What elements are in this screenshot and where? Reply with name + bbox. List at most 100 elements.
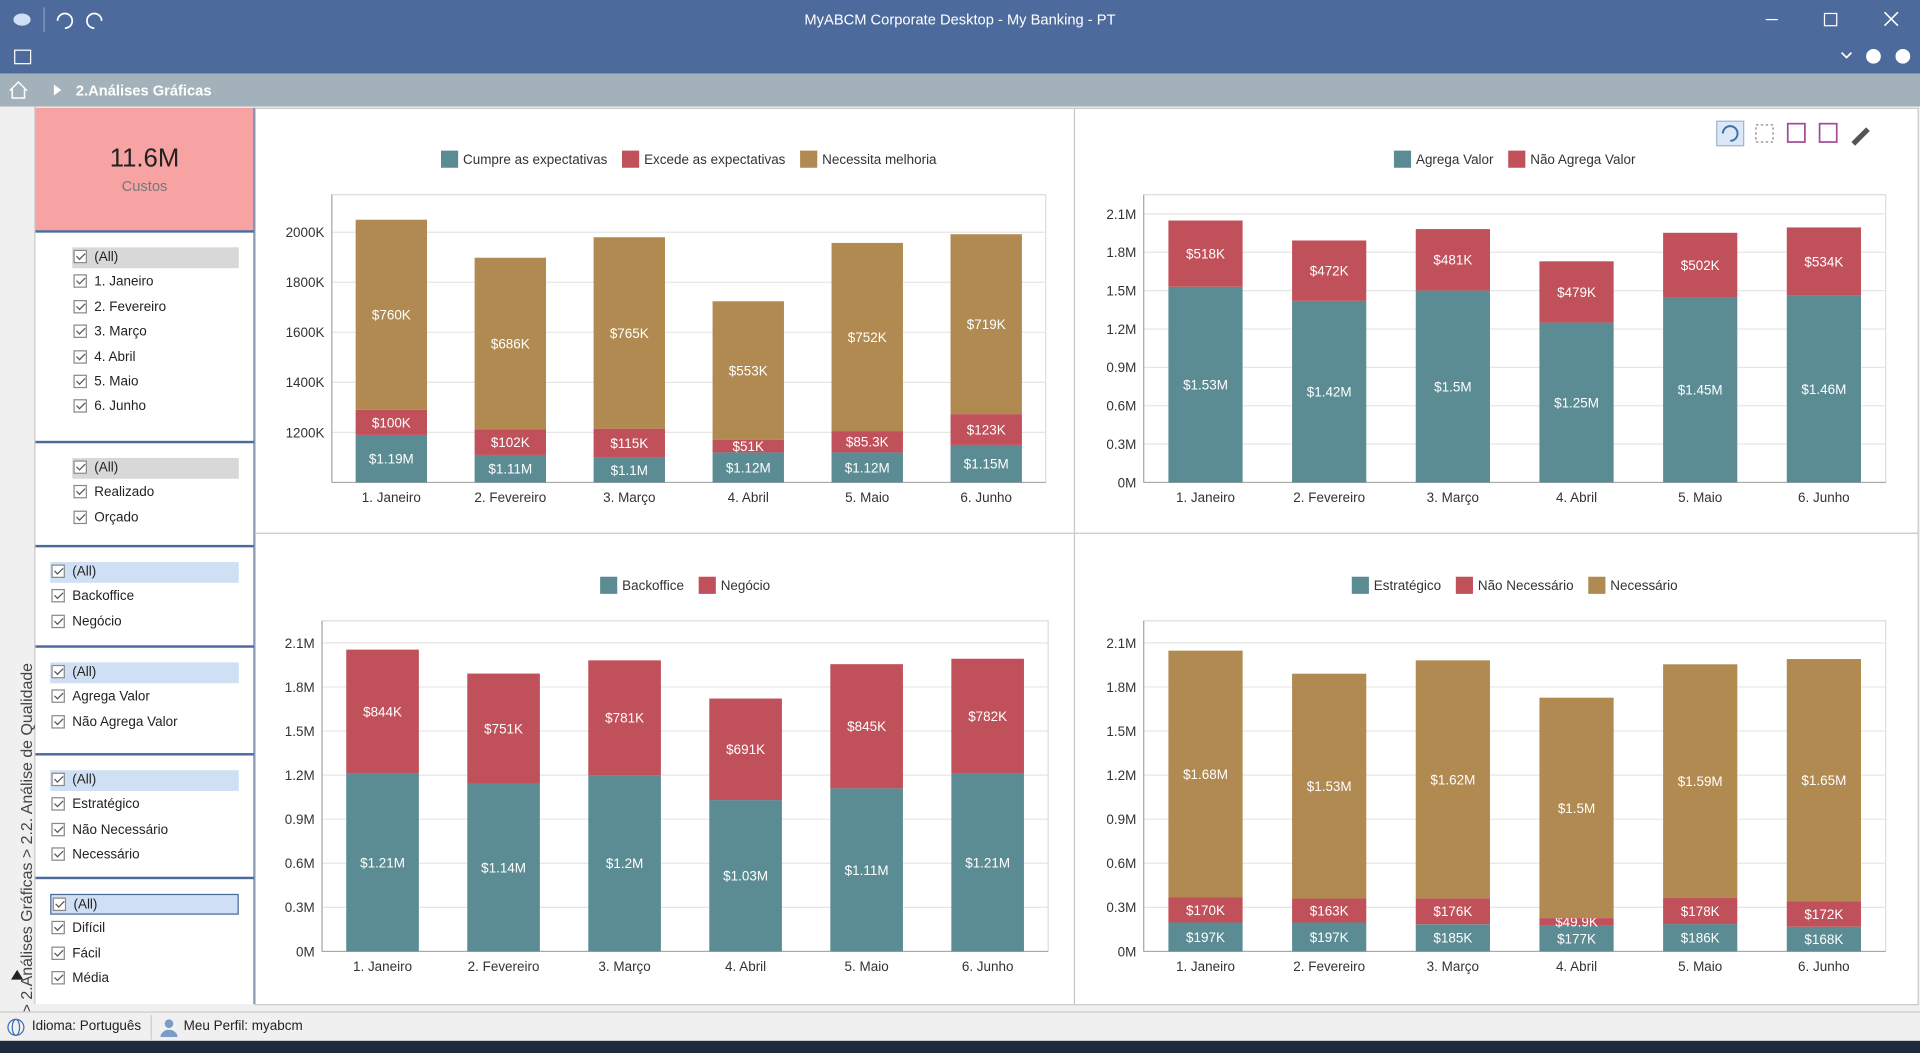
data-label: $115K	[610, 436, 648, 451]
bar-segment	[588, 775, 661, 952]
legend-swatch	[600, 576, 618, 594]
data-label: $168K	[1804, 932, 1843, 947]
filter-item[interactable]: Backoffice	[50, 587, 239, 608]
breadcrumb-icons	[9, 81, 62, 99]
bar-segment	[1663, 297, 1738, 483]
data-label: $163K	[1310, 903, 1349, 918]
bar-segment	[1292, 673, 1367, 899]
filter-item[interactable]: Negócio	[50, 612, 239, 633]
bar-segment	[1168, 286, 1243, 483]
legend-label: Cumpre as expectativas	[463, 152, 608, 167]
data-label: $1.65M	[1801, 773, 1846, 788]
info-button[interactable]	[1866, 48, 1881, 64]
filter-item[interactable]: 1. Janeiro	[72, 272, 239, 293]
language[interactable]: Idioma: Português	[31, 1018, 142, 1034]
x-tick-label: 1. Janeiro	[362, 490, 421, 505]
data-label: $502K	[1681, 258, 1720, 273]
data-label: $1.15M	[964, 457, 1009, 472]
bar-segment	[467, 783, 540, 952]
filter-item[interactable]: 2. Fevereiro	[72, 297, 239, 318]
plot-area	[1143, 194, 1887, 484]
refresh-icon	[1721, 125, 1739, 142]
collapse-button[interactable]	[1841, 52, 1853, 59]
save-as-button[interactable]	[1818, 122, 1838, 143]
expand-arrow[interactable]	[53, 84, 62, 96]
filter-panel: 11.6M Custos (All) 1. Janeiro 2. Fevereiro…	[35, 107, 256, 1005]
undo-button[interactable]	[56, 12, 74, 30]
data-label: $1.03M	[723, 869, 768, 884]
taskbar	[0, 1040, 1920, 1053]
data-label: $1.11M	[488, 462, 532, 477]
filter-item[interactable]: Necessário	[50, 845, 239, 866]
checkbox	[51, 822, 65, 837]
filter-label: Negócio	[72, 614, 122, 630]
data-label: $185K	[1433, 931, 1472, 946]
checkbox	[51, 664, 65, 679]
data-label: $102K	[491, 435, 530, 450]
y-tick-label: 1.2M	[1106, 322, 1136, 337]
legend-swatch	[1455, 576, 1473, 594]
filter-label: 6. Junho	[94, 399, 146, 415]
home-button[interactable]	[9, 81, 28, 99]
help-button[interactable]	[1895, 48, 1911, 64]
x-tick-label: 5. Maio	[845, 959, 889, 974]
filter-item[interactable]: (All)	[72, 457, 239, 479]
data-label: $1.11M	[845, 863, 889, 878]
edit-button[interactable]	[1851, 127, 1870, 146]
filter-item[interactable]: Estratégico	[50, 795, 239, 816]
filter-item[interactable]: Difícil	[50, 919, 239, 940]
legend-swatch	[622, 150, 640, 168]
filter-label: 2. Fevereiro	[94, 299, 167, 315]
filter-item[interactable]: (All)	[50, 662, 239, 684]
filter-item[interactable]: (All)	[72, 247, 239, 269]
refresh-button[interactable]	[1716, 120, 1745, 147]
checkbox	[73, 349, 87, 364]
y-tick-label: 1.5M	[1106, 284, 1136, 299]
checkbox	[73, 399, 87, 414]
filter-item[interactable]: Fácil	[50, 944, 239, 965]
x-tick-label: 3. Março	[1427, 490, 1479, 505]
restore-button[interactable]	[1823, 12, 1838, 27]
filter-item[interactable]: Média	[50, 969, 239, 990]
filter-label: Difícil	[72, 921, 106, 936]
checkbox	[51, 714, 65, 729]
filter-item[interactable]: 3. Março	[72, 322, 239, 343]
y-tick-label: 1.5M	[1106, 724, 1136, 739]
data-label: $765K	[610, 326, 649, 341]
profile[interactable]: Meu Perfil: myabcm	[183, 1018, 303, 1034]
bar-segment	[709, 800, 782, 952]
x-tick-label: 3. Março	[603, 490, 655, 505]
x-tick-label: 4. Abril	[725, 959, 766, 974]
bar-segment	[1292, 898, 1367, 923]
filter-item[interactable]: (All)	[50, 562, 239, 583]
grid-button[interactable]	[1755, 124, 1774, 143]
filter-item[interactable]: 4. Abril	[72, 347, 239, 368]
filter-label: 1. Janeiro	[94, 274, 154, 290]
save-button[interactable]	[1786, 122, 1806, 143]
bar-segment	[951, 773, 1024, 952]
filter-item[interactable]: Agrega Valor	[50, 687, 239, 708]
side-arrow[interactable]	[10, 966, 27, 983]
filter-item[interactable]: 5. Maio	[72, 372, 239, 393]
filter-item[interactable]: Não Agrega Valor	[50, 712, 239, 733]
y-tick-label: 0.9M	[1106, 360, 1136, 375]
filter-label: Backoffice	[72, 589, 135, 605]
data-label: $760K	[372, 308, 411, 323]
bar-segment	[1539, 925, 1614, 952]
filter-item[interactable]: Realizado	[72, 483, 239, 504]
filter-item[interactable]: Não Necessário	[50, 820, 239, 841]
close-button[interactable]	[1883, 11, 1899, 27]
redo-button[interactable]	[86, 12, 103, 30]
filter-item[interactable]: Orçado	[72, 508, 239, 529]
layout-button[interactable]	[14, 49, 32, 65]
bar-segment	[1786, 227, 1861, 296]
filter-item[interactable]: (All)	[50, 893, 239, 915]
data-label: $1.21M	[965, 855, 1010, 870]
filter-item[interactable]: (All)	[50, 770, 239, 792]
filter-item[interactable]: 6. Junho	[72, 397, 239, 418]
data-label: $1.68M	[1183, 767, 1228, 782]
data-label: $518K	[1186, 247, 1225, 262]
bar-segment	[831, 242, 903, 432]
y-tick-label: 0M	[1118, 475, 1137, 490]
